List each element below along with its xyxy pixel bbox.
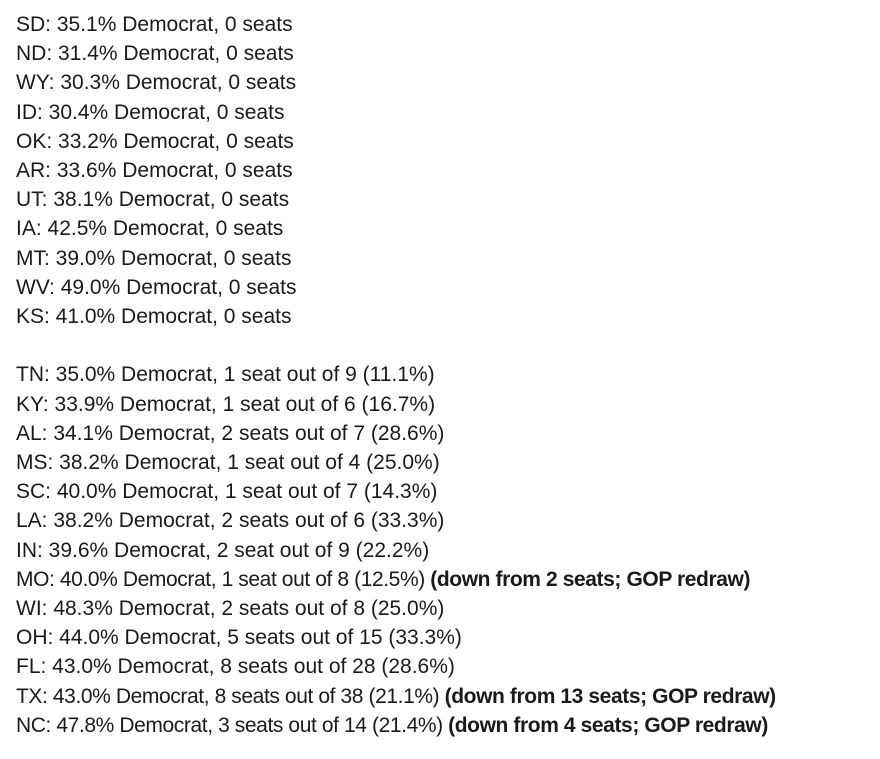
state-stats-text: ID: 30.4% Democrat, 0 seats — [16, 100, 285, 124]
state-stats-text: OH: 44.0% Democrat, 5 seats out of 15 (3… — [16, 626, 462, 650]
state-stats-text: IN: 39.6% Democrat, 2 seat out of 9 (22.… — [16, 538, 430, 562]
state-stats-text: WV: 49.0% Democrat, 0 seats — [16, 275, 297, 299]
state-line: WV: 49.0% Democrat, 0 seats — [16, 273, 876, 302]
redraw-annotation: (down from 4 seats; GOP redraw) — [448, 713, 768, 737]
state-stats-text: KY: 33.9% Democrat, 1 seat out of 6 (16.… — [16, 392, 436, 416]
state-line: MO: 40.0% Democrat, 1 seat out of 8 (12.… — [16, 565, 876, 594]
state-line: SD: 35.1% Democrat, 0 seats — [16, 10, 876, 39]
state-line: WY: 30.3% Democrat, 0 seats — [16, 68, 876, 97]
state-stats-text: SC: 40.0% Democrat, 1 seat out of 7 (14.… — [16, 480, 438, 504]
state-stats-text: NC: 47.8% Democrat, 3 seats out of 14 (2… — [16, 713, 449, 737]
state-line: AR: 33.6% Democrat, 0 seats — [16, 156, 876, 185]
state-line: LA: 38.2% Democrat, 2 seats out of 6 (33… — [16, 506, 876, 535]
state-line: MT: 39.0% Democrat, 0 seats — [16, 244, 876, 273]
state-line: IN: 39.6% Democrat, 2 seat out of 9 (22.… — [16, 536, 876, 565]
state-line: ND: 31.4% Democrat, 0 seats — [16, 39, 876, 68]
state-line: TX: 43.0% Democrat, 8 seats out of 38 (2… — [16, 682, 876, 711]
state-line: KY: 33.9% Democrat, 1 seat out of 6 (16.… — [16, 390, 876, 419]
zero-seat-states-section: SD: 35.1% Democrat, 0 seats ND: 31.4% Dem… — [16, 10, 876, 331]
state-stats-text: MO: 40.0% Democrat, 1 seat out of 8 (12.… — [16, 567, 431, 591]
state-line: FL: 43.0% Democrat, 8 seats out of 28 (2… — [16, 652, 876, 681]
state-line: ID: 30.4% Democrat, 0 seats — [16, 98, 876, 127]
state-line: WI: 48.3% Democrat, 2 seats out of 8 (25… — [16, 594, 876, 623]
state-stats-text: MT: 39.0% Democrat, 0 seats — [16, 246, 292, 270]
redraw-annotation: (down from 13 seats; GOP redraw) — [444, 684, 776, 708]
state-stats-text: MS: 38.2% Democrat, 1 seat out of 4 (25.… — [16, 451, 440, 475]
state-stats-text: LA: 38.2% Democrat, 2 seats out of 6 (33… — [16, 509, 445, 533]
state-stats-text: WI: 48.3% Democrat, 2 seats out of 8 (25… — [16, 597, 445, 621]
state-stats-text: WY: 30.3% Democrat, 0 seats — [16, 71, 297, 95]
state-stats-text: OK: 33.2% Democrat, 0 seats — [16, 129, 294, 153]
state-line: OH: 44.0% Democrat, 5 seats out of 15 (3… — [16, 623, 876, 652]
state-line: KS: 41.0% Democrat, 0 seats — [16, 302, 876, 331]
state-stats-text: ND: 31.4% Democrat, 0 seats — [16, 42, 294, 66]
state-stats-text: SD: 35.1% Democrat, 0 seats — [16, 13, 293, 36]
state-stats-text: AR: 33.6% Democrat, 0 seats — [16, 159, 293, 183]
state-line: IA: 42.5% Democrat, 0 seats — [16, 214, 876, 243]
state-stats-text: TX: 43.0% Democrat, 8 seats out of 38 (2… — [16, 684, 445, 708]
state-stats-text: TN: 35.0% Democrat, 1 seat out of 9 (11.… — [16, 363, 435, 387]
state-stats-text: IA: 42.5% Democrat, 0 seats — [16, 217, 284, 241]
state-stats-text: AL: 34.1% Democrat, 2 seats out of 7 (28… — [16, 421, 445, 445]
state-line: SC: 40.0% Democrat, 1 seat out of 7 (14.… — [16, 477, 876, 506]
state-line: MS: 38.2% Democrat, 1 seat out of 4 (25.… — [16, 448, 876, 477]
state-line: TN: 35.0% Democrat, 1 seat out of 9 (11.… — [16, 360, 876, 389]
state-line: NC: 47.8% Democrat, 3 seats out of 14 (2… — [16, 711, 876, 740]
state-stats-text: UT: 38.1% Democrat, 0 seats — [16, 188, 290, 212]
state-stats-text: KS: 41.0% Democrat, 0 seats — [16, 305, 292, 329]
state-stats-text: FL: 43.0% Democrat, 8 seats out of 28 (2… — [16, 655, 455, 679]
state-line: AL: 34.1% Democrat, 2 seats out of 7 (28… — [16, 419, 876, 448]
redraw-annotation: (down from 2 seats; GOP redraw) — [430, 567, 751, 591]
states-with-seats-section: TN: 35.0% Democrat, 1 seat out of 9 (11.… — [16, 360, 876, 740]
state-line: UT: 38.1% Democrat, 0 seats — [16, 185, 876, 214]
state-line: OK: 33.2% Democrat, 0 seats — [16, 127, 876, 156]
